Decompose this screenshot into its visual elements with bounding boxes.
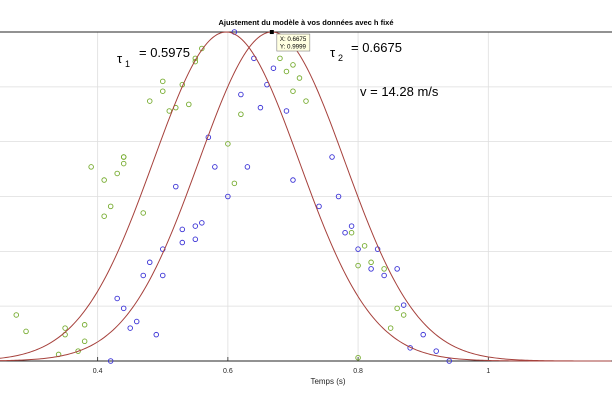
data-point-green	[114, 170, 120, 177]
data-point-green	[296, 75, 303, 81]
data-point-blue	[316, 203, 322, 210]
data-point-blue	[446, 358, 452, 364]
data-point-green	[355, 354, 361, 361]
tau1-value: = 0.5975	[139, 45, 190, 60]
data-point-blue	[192, 236, 199, 243]
x-tick-label: 0.6	[223, 368, 233, 375]
datatip-marker[interactable]	[269, 30, 274, 35]
data-point-green	[394, 305, 400, 312]
data-point-green	[381, 266, 387, 272]
tau1-symbol: τ	[117, 51, 123, 66]
data-point-blue	[127, 325, 133, 331]
data-point-blue	[355, 246, 361, 252]
x-tick-label: 0.8	[353, 368, 363, 375]
data-point-blue	[394, 266, 400, 272]
data-point-green	[88, 164, 94, 170]
data-point-green	[101, 177, 107, 183]
data-point-green	[186, 101, 192, 108]
tau1-annotation: τ 1 = 0.5975	[117, 45, 190, 69]
data-point-green	[166, 108, 173, 114]
data-point-blue	[342, 229, 348, 236]
tau2-symbol: τ	[330, 45, 336, 60]
data-point-blue	[257, 104, 264, 111]
data-point-blue	[160, 272, 166, 279]
data-point-blue	[199, 220, 205, 226]
data-point-green	[120, 160, 127, 167]
tau2-annotation: τ 2 = 0.6675	[330, 40, 402, 63]
data-point-green	[387, 325, 394, 331]
data-point-green	[160, 78, 166, 85]
data-point-blue	[270, 65, 277, 71]
data-point-blue	[140, 272, 146, 279]
datatip-box[interactable]	[276, 33, 311, 52]
data-point-blue	[348, 223, 355, 229]
data-point-blue	[244, 164, 251, 170]
data-point-blue	[368, 266, 374, 272]
tau2-subscript: 2	[338, 53, 343, 63]
data-point-green	[160, 88, 166, 94]
data-point-green	[13, 312, 20, 318]
tau2-value: = 0.6675	[351, 40, 402, 55]
data-point-blue	[433, 348, 439, 354]
data-point-green	[225, 141, 231, 147]
x-tick-label: 1	[486, 368, 490, 375]
data-point-blue	[283, 108, 290, 114]
data-point-blue	[146, 259, 153, 266]
data-point-green	[238, 111, 244, 117]
data-point-green	[146, 98, 153, 104]
data-point-blue	[335, 193, 342, 200]
data-point-green	[62, 325, 68, 331]
data-point-blue	[329, 154, 335, 160]
data-point-green	[75, 348, 81, 354]
data-point-green	[101, 213, 107, 219]
data-point-green	[277, 55, 283, 62]
data-point-blue	[173, 183, 179, 190]
data-point-green	[348, 229, 355, 236]
chart-title: Ajustement du modèle à vos données avec …	[218, 18, 393, 27]
data-point-green	[81, 322, 88, 328]
data-point-blue	[179, 239, 186, 246]
data-point-blue	[153, 331, 160, 338]
data-point-blue	[238, 91, 244, 98]
x-axis-label: Temps (s)	[310, 377, 345, 386]
data-point-green	[303, 98, 309, 104]
data-point-green	[120, 154, 127, 160]
data-point-blue	[225, 193, 231, 200]
data-point-blue	[107, 358, 114, 364]
data-point-blue	[400, 302, 407, 308]
data-point-green	[400, 312, 407, 318]
data-point-blue	[381, 272, 387, 279]
data-point-green	[361, 243, 368, 249]
data-point-blue	[114, 295, 120, 302]
fit-curve-tau1	[0, 31, 612, 362]
datatip-y-text: Y: 0.9999	[280, 44, 307, 51]
data-point-green	[355, 262, 361, 269]
data-point-green	[107, 203, 114, 210]
data-point-blue	[420, 331, 426, 338]
data-point-green	[368, 259, 374, 266]
tau1-subscript: 1	[125, 59, 130, 69]
data-point-blue	[120, 305, 127, 312]
fit-curve-tau2	[0, 31, 612, 362]
data-point-green	[290, 88, 296, 94]
data-point-green	[290, 62, 296, 68]
data-point-blue	[290, 177, 296, 183]
data-point-green	[81, 338, 88, 345]
data-point-blue	[192, 223, 199, 229]
velocity-annotation: v = 14.28 m/s	[360, 84, 439, 99]
data-point-blue	[133, 318, 140, 325]
data-point-green	[231, 180, 238, 187]
data-point-green	[140, 210, 146, 216]
data-point-green	[283, 68, 290, 75]
data-point-blue	[212, 164, 218, 170]
data-point-blue	[179, 226, 186, 233]
data-point-green	[23, 328, 29, 335]
x-tick-label: 0.4	[93, 368, 103, 375]
datatip-x-text: X: 0.6675	[280, 36, 307, 43]
